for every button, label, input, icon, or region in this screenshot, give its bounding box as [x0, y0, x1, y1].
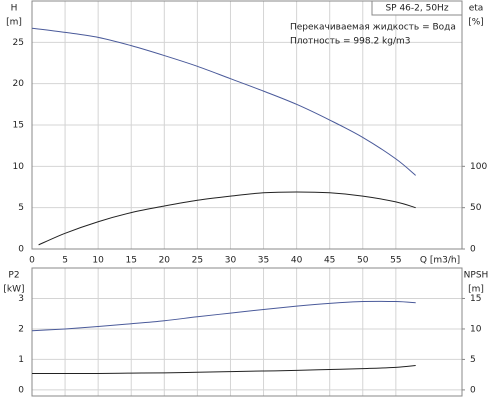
x-tick-label: 15 — [126, 256, 137, 266]
y-tick-label: 10 — [13, 162, 25, 172]
y2-tick-label: 100 — [470, 162, 487, 172]
plot-frame — [31, 0, 463, 250]
y-tick-label: 20 — [13, 79, 25, 89]
y2-axis-label: [m] — [468, 285, 484, 295]
x-tick-label: 40 — [291, 256, 303, 266]
x-tick-label: 0 — [29, 256, 35, 266]
x-tick-label: 10 — [92, 256, 104, 266]
y2-tick-label: 0 — [470, 385, 476, 395]
curve-npsh — [31, 365, 416, 374]
x-tick-label: 20 — [159, 256, 171, 266]
y-tick-label: 2 — [18, 324, 24, 334]
x-tick-label: 25 — [192, 256, 203, 266]
y-axis-label: [m] — [6, 18, 22, 28]
x-tick-label: 30 — [225, 256, 237, 266]
curve-p2 — [31, 300, 416, 332]
y-axis-label: P2 — [8, 271, 19, 281]
x-tick-label: 35 — [258, 256, 269, 266]
y-tick-label: 3 — [18, 294, 24, 304]
y-axis-label: H — [11, 4, 18, 14]
annotation: Перекачиваемая жидкость = Вода — [290, 23, 456, 33]
y2-tick-label: 15 — [470, 294, 481, 304]
y2-tick-label: 5 — [470, 355, 476, 365]
y-tick-label: 0 — [18, 385, 24, 395]
title-box — [371, 0, 463, 16]
plot-frame — [31, 267, 463, 397]
y2-tick-label: 0 — [470, 245, 476, 255]
y-tick-label: 25 — [13, 38, 24, 48]
y-axis-label: [kW] — [3, 285, 24, 295]
y2-axis-label: NPSH — [464, 271, 489, 281]
x-axis-label: Q [m3/h] — [420, 256, 460, 266]
y-tick-label: 15 — [13, 121, 24, 131]
y-tick-label: 5 — [18, 203, 24, 213]
y2-tick-label: 50 — [470, 203, 482, 213]
curve-eta — [38, 191, 416, 246]
y2-axis-label: eta — [469, 4, 484, 14]
x-tick-label: 50 — [357, 256, 369, 266]
x-tick-label: 5 — [62, 256, 68, 266]
y2-tick-label: 10 — [470, 324, 482, 334]
chart-title: SP 46-2, 50Hz — [385, 4, 448, 14]
annotation: Плотность = 998.2 kg/m3 — [290, 37, 411, 47]
curve-h — [31, 27, 417, 176]
x-tick-label: 45 — [324, 256, 335, 266]
y2-axis-label: [%] — [468, 18, 484, 28]
y-tick-label: 1 — [18, 355, 24, 365]
x-tick-label: 55 — [390, 256, 401, 266]
y-tick-label: 0 — [18, 245, 24, 255]
